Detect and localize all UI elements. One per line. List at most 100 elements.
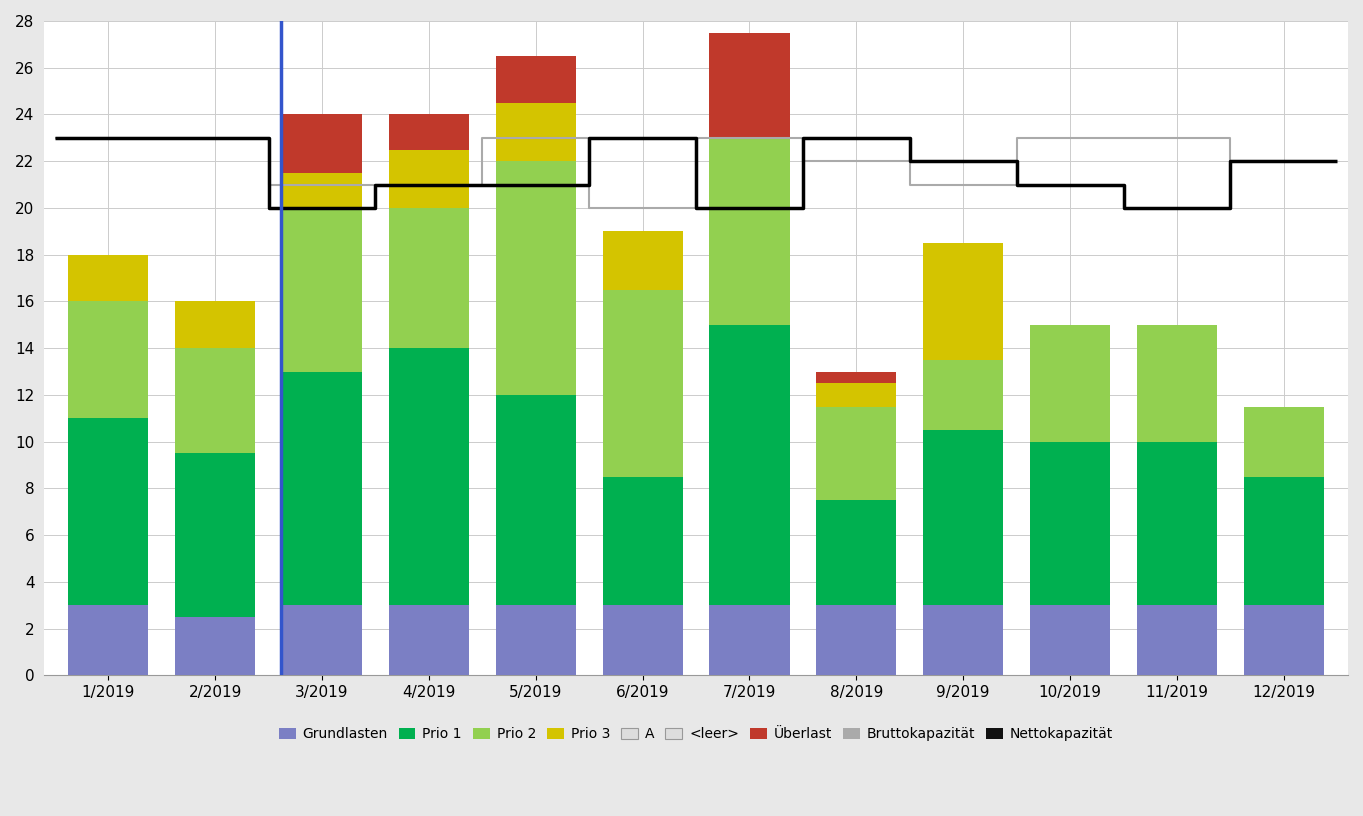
- Bar: [816, 605, 897, 676]
- Nettokapazität: [1009, 180, 1025, 189]
- Nettokapazität: [1009, 157, 1025, 166]
- Bar: [1244, 406, 1323, 477]
- Bruttokapazität: [260, 180, 277, 189]
- Bruttokapazität: [474, 180, 491, 189]
- Bar: [816, 500, 897, 605]
- Bar: [174, 348, 255, 454]
- Bruttokapazität: [367, 180, 383, 189]
- Nettokapazität: [367, 180, 383, 189]
- Nettokapazität: [581, 133, 597, 143]
- Bar: [174, 454, 255, 617]
- Bruttokapazität: [795, 133, 811, 143]
- Bar: [174, 617, 255, 676]
- Bar: [1137, 325, 1217, 441]
- Bruttokapazität: [1009, 133, 1025, 143]
- Nettokapazität: [795, 133, 811, 143]
- Bar: [1030, 325, 1111, 441]
- Bruttokapazität: [154, 133, 170, 143]
- Nettokapazität: [154, 133, 170, 143]
- Bar: [174, 301, 255, 348]
- Bar: [496, 605, 575, 676]
- Bruttokapazität: [1329, 157, 1345, 166]
- Bar: [282, 605, 363, 676]
- Bruttokapazität: [1009, 180, 1025, 189]
- Bruttokapazität: [688, 133, 705, 143]
- Bar: [1137, 605, 1217, 676]
- Bar: [388, 149, 469, 208]
- Nettokapazität: [367, 203, 383, 213]
- Bar: [816, 406, 897, 500]
- Nettokapazität: [1223, 203, 1239, 213]
- Nettokapazität: [795, 203, 811, 213]
- Bruttokapazität: [581, 203, 597, 213]
- Bruttokapazität: [902, 180, 919, 189]
- Nettokapazität: [902, 157, 919, 166]
- Nettokapazität: [688, 203, 705, 213]
- Bar: [816, 371, 897, 384]
- Bruttokapazität: [260, 133, 277, 143]
- Bar: [923, 430, 1003, 605]
- Bruttokapazität: [1115, 133, 1131, 143]
- Bar: [282, 208, 363, 371]
- Nettokapazität: [474, 180, 491, 189]
- Legend: Grundlasten, Prio 1, Prio 2, Prio 3, A, <leer>, Überlast, Bruttokapazität, Netto: Grundlasten, Prio 1, Prio 2, Prio 3, A, …: [274, 722, 1119, 747]
- Bar: [1244, 477, 1323, 605]
- Bar: [709, 605, 789, 676]
- Bruttokapazität: [688, 203, 705, 213]
- Bar: [1030, 605, 1111, 676]
- Bar: [816, 384, 897, 406]
- Bar: [388, 348, 469, 605]
- Bar: [496, 162, 575, 395]
- Bruttokapazität: [1223, 157, 1239, 166]
- Nettokapazität: [1223, 157, 1239, 166]
- Bruttokapazität: [367, 180, 383, 189]
- Bruttokapazität: [795, 157, 811, 166]
- Bar: [388, 114, 469, 149]
- Nettokapazität: [1115, 180, 1131, 189]
- Bruttokapazität: [46, 133, 63, 143]
- Bar: [923, 605, 1003, 676]
- Bar: [68, 255, 149, 301]
- Nettokapazität: [902, 133, 919, 143]
- Bar: [709, 325, 789, 605]
- Nettokapazität: [474, 180, 491, 189]
- Bar: [68, 301, 149, 419]
- Bar: [1137, 441, 1217, 605]
- Bar: [602, 605, 683, 676]
- Bar: [602, 477, 683, 605]
- Nettokapazität: [154, 133, 170, 143]
- Bruttokapazität: [581, 133, 597, 143]
- Bar: [923, 243, 1003, 360]
- Bar: [68, 605, 149, 676]
- Nettokapazität: [1329, 157, 1345, 166]
- Bar: [496, 103, 575, 162]
- Bruttokapazität: [474, 133, 491, 143]
- Bruttokapazität: [154, 133, 170, 143]
- Bar: [923, 360, 1003, 430]
- Bar: [68, 419, 149, 605]
- Nettokapazität: [581, 180, 597, 189]
- Bar: [282, 173, 363, 208]
- Nettokapazität: [688, 133, 705, 143]
- Bar: [602, 290, 683, 477]
- Bruttokapazität: [1223, 133, 1239, 143]
- Bar: [709, 138, 789, 325]
- Bar: [388, 605, 469, 676]
- Nettokapazität: [1115, 203, 1131, 213]
- Bar: [1244, 605, 1323, 676]
- Bar: [709, 33, 789, 138]
- Bar: [496, 56, 575, 103]
- Bruttokapazität: [902, 157, 919, 166]
- Bar: [388, 208, 469, 348]
- Nettokapazität: [260, 133, 277, 143]
- Bar: [602, 232, 683, 290]
- Bar: [282, 371, 363, 605]
- Line: Bruttokapazität: Bruttokapazität: [55, 138, 1337, 208]
- Bar: [1030, 441, 1111, 605]
- Line: Nettokapazität: Nettokapazität: [55, 138, 1337, 208]
- Nettokapazität: [46, 133, 63, 143]
- Bar: [496, 395, 575, 605]
- Nettokapazität: [260, 203, 277, 213]
- Bar: [282, 114, 363, 173]
- Bruttokapazität: [1115, 133, 1131, 143]
